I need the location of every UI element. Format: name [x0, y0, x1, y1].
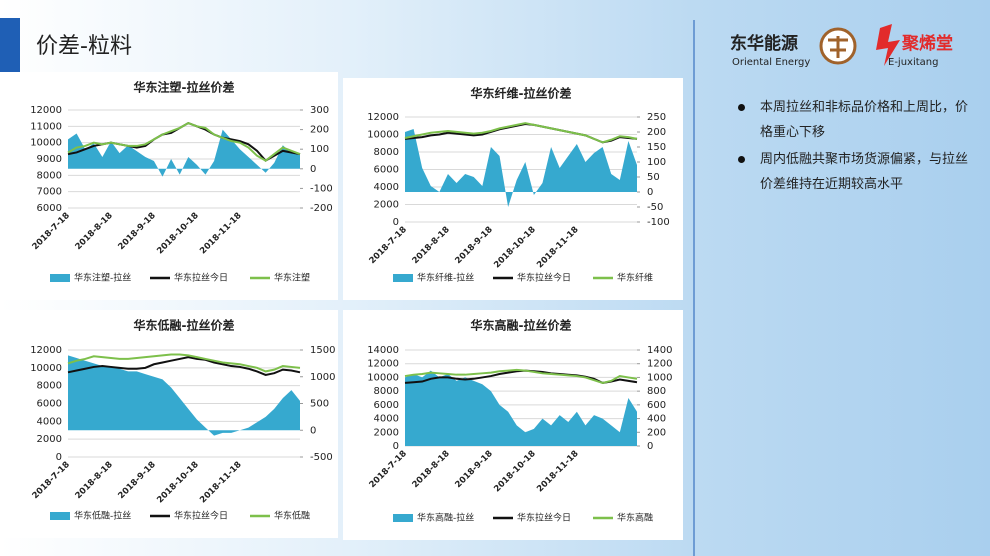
logo-name: 东华能源: [730, 33, 798, 54]
logo-sub: Oriental Energy: [732, 57, 810, 68]
y-tick-label: 4000: [37, 416, 62, 427]
y-tick-label: 8000: [374, 147, 399, 158]
y2-tick-label: 150: [647, 142, 666, 153]
chart-title: 华东纤维-拉丝价差: [471, 86, 572, 101]
y-tick-label: 10000: [30, 138, 62, 149]
y-tick-label: 10000: [367, 372, 399, 383]
y2-tick-label: 1000: [310, 372, 335, 383]
legend-label: 华东纤维: [617, 272, 653, 284]
y2-tick-label: -500: [310, 452, 333, 463]
y-tick-label: 8000: [37, 381, 62, 392]
y-tick-label: 4000: [374, 182, 399, 193]
bullet: 本周拉丝和非标品价格和上周比，价格重心下移: [738, 95, 980, 145]
y-tick-label: 6000: [37, 203, 62, 214]
y2-tick-label: 0: [310, 164, 316, 175]
y2-tick-label: 300: [310, 105, 329, 116]
legend-label: 华东注塑-拉丝: [74, 272, 131, 284]
y2-tick-label: 200: [647, 127, 666, 138]
area: [68, 129, 300, 177]
legend-label: 华东拉丝今日: [517, 512, 571, 524]
y2-tick-label: 250: [647, 112, 666, 123]
y2-tick-label: -100: [647, 217, 670, 228]
y-tick-label: 6000: [374, 400, 399, 411]
legend-label: 华东低融: [274, 510, 310, 522]
legend-label: 华东高融: [617, 512, 653, 524]
legend-label: 华东拉丝今日: [174, 510, 228, 522]
y2-tick-label: 500: [310, 399, 329, 410]
chart-title: 华东低融-拉丝价差: [134, 318, 235, 333]
legend-swatch: [50, 274, 70, 282]
legend-label: 华东高融-拉丝: [417, 512, 474, 524]
y2-tick-label: 1500: [310, 345, 335, 356]
y-tick-label: 4000: [374, 414, 399, 425]
legend-label: 华东拉丝今日: [517, 272, 571, 284]
y2-tick-label: 1200: [647, 359, 672, 370]
chart-title: 华东高融-拉丝价差: [471, 318, 572, 333]
y2-tick-label: 200: [647, 427, 666, 438]
logo-icon: [876, 24, 900, 66]
y2-tick-label: 800: [647, 386, 666, 397]
legend-swatch: [393, 274, 413, 282]
y-tick-label: 0: [56, 452, 62, 463]
legend-label: 华东低融-拉丝: [74, 510, 131, 522]
bullet: 周内低融共聚市场货源偏紧，与拉丝价差维持在近期较高水平: [738, 147, 980, 197]
y2-tick-label: 1000: [647, 372, 672, 383]
y2-tick-label: -100: [310, 183, 333, 194]
area: [405, 370, 637, 446]
y-tick-label: 10000: [367, 130, 399, 141]
y-tick-label: 0: [393, 217, 399, 228]
legend-swatch: [393, 514, 413, 522]
y-tick-label: 14000: [367, 345, 399, 356]
y-tick-label: 2000: [374, 427, 399, 438]
y2-tick-label: 0: [310, 425, 316, 436]
y2-tick-label: -50: [647, 202, 663, 213]
legend-swatch: [50, 512, 70, 520]
y-tick-label: 0: [393, 441, 399, 452]
y2-tick-label: 0: [647, 187, 653, 198]
y-tick-label: 8000: [374, 386, 399, 397]
y-tick-label: 12000: [30, 345, 62, 356]
line: [67, 121, 301, 162]
slide-title: 价差-粒料: [36, 34, 132, 59]
y2-tick-label: 50: [647, 172, 660, 183]
y-tick-label: 11000: [30, 121, 62, 132]
y-tick-label: 6000: [374, 165, 399, 176]
y-tick-label: 6000: [37, 399, 62, 410]
area: [68, 355, 300, 436]
legend-label: 华东注塑: [274, 272, 310, 284]
area: [405, 129, 637, 207]
y-tick-label: 12000: [30, 105, 62, 116]
y2-tick-label: 400: [647, 414, 666, 425]
line: [67, 356, 301, 377]
y-tick-label: 8000: [37, 170, 62, 181]
y2-tick-label: 100: [647, 157, 666, 168]
y2-tick-label: 1400: [647, 345, 672, 356]
y-tick-label: 12000: [367, 359, 399, 370]
legend-label: 华东纤维-拉丝: [417, 272, 474, 284]
y2-tick-label: 600: [647, 400, 666, 411]
logo-icon: [828, 36, 848, 58]
y2-tick-label: 200: [310, 125, 329, 136]
line: [404, 368, 638, 384]
logo-sub: E-juxitang: [888, 57, 938, 68]
bullet-text: 本周拉丝和非标品价格和上周比，价格重心下移: [760, 100, 969, 140]
y-tick-label: 12000: [367, 112, 399, 123]
line: [67, 353, 301, 373]
bullet-text: 周内低融共聚市场货源偏紧，与拉丝价差维持在近期较高水平: [760, 152, 969, 192]
y2-tick-label: -200: [310, 203, 333, 214]
line: [404, 122, 638, 144]
title-bar: [0, 18, 20, 75]
y-tick-label: 2000: [37, 434, 62, 445]
y-tick-label: 9000: [37, 154, 62, 165]
chart-title: 华东注塑-拉丝价差: [134, 80, 235, 95]
y-tick-label: 2000: [374, 200, 399, 211]
y2-tick-label: 100: [310, 144, 329, 155]
y-tick-label: 10000: [30, 363, 62, 374]
y-tick-label: 7000: [37, 187, 62, 198]
logo-name: 聚烯堂: [901, 33, 953, 54]
y2-tick-label: 0: [647, 441, 653, 452]
legend-label: 华东拉丝今日: [174, 272, 228, 284]
